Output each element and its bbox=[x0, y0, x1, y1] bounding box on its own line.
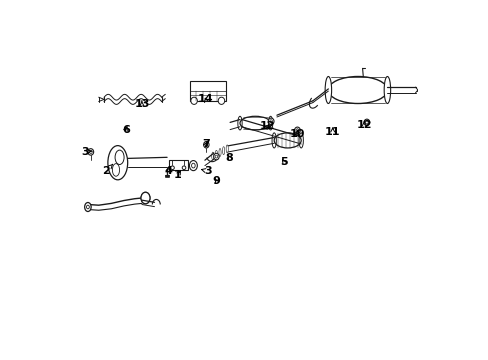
FancyBboxPatch shape bbox=[189, 81, 225, 101]
Ellipse shape bbox=[141, 192, 150, 204]
Text: 9: 9 bbox=[212, 176, 220, 186]
Text: 4: 4 bbox=[164, 166, 172, 176]
Text: 13: 13 bbox=[134, 99, 149, 109]
Text: 8: 8 bbox=[225, 153, 233, 163]
Text: 14: 14 bbox=[198, 94, 213, 104]
Ellipse shape bbox=[213, 153, 219, 160]
Text: 3: 3 bbox=[81, 147, 92, 157]
Text: 1: 1 bbox=[174, 170, 182, 180]
Text: 5: 5 bbox=[280, 157, 287, 167]
Ellipse shape bbox=[294, 127, 300, 134]
Ellipse shape bbox=[268, 118, 273, 125]
Ellipse shape bbox=[108, 145, 127, 180]
Ellipse shape bbox=[218, 97, 224, 104]
Ellipse shape bbox=[88, 149, 94, 155]
Ellipse shape bbox=[384, 77, 390, 104]
Ellipse shape bbox=[325, 77, 331, 104]
Text: 6: 6 bbox=[122, 125, 129, 135]
Text: 2: 2 bbox=[102, 164, 112, 176]
FancyBboxPatch shape bbox=[168, 160, 187, 170]
Ellipse shape bbox=[363, 119, 369, 126]
Ellipse shape bbox=[190, 97, 197, 104]
Ellipse shape bbox=[327, 77, 387, 104]
Text: 10: 10 bbox=[289, 129, 305, 139]
Ellipse shape bbox=[274, 133, 301, 148]
Text: 7: 7 bbox=[202, 139, 209, 149]
Text: 12: 12 bbox=[356, 120, 371, 130]
Ellipse shape bbox=[240, 116, 270, 130]
Ellipse shape bbox=[84, 202, 91, 211]
Text: 11: 11 bbox=[325, 127, 340, 137]
Text: 12: 12 bbox=[259, 121, 274, 131]
Ellipse shape bbox=[203, 141, 208, 148]
Text: 3: 3 bbox=[201, 166, 212, 176]
